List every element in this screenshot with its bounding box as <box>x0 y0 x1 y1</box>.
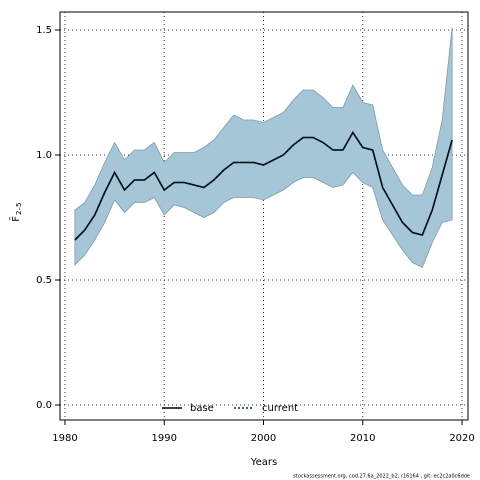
y-tick-label: 1.0 <box>36 150 52 161</box>
x-tick-label: 1990 <box>152 433 177 444</box>
x-tick-label: 2000 <box>251 433 276 444</box>
legend-label: current <box>262 403 298 414</box>
x-tick-label: 1980 <box>52 433 77 444</box>
series-line <box>74 130 453 241</box>
legend-label: base <box>190 403 214 414</box>
confidence-band <box>74 27 453 269</box>
y-label-sub: 2–5 <box>15 203 23 215</box>
footer: stockassessment.org, cod.27.6a_2022_b2, … <box>293 474 470 480</box>
y-tick-label: 0.0 <box>36 400 52 411</box>
x-tick-label: 2010 <box>350 433 375 444</box>
y-label-main: F̄ <box>9 216 22 222</box>
x-axis-label: Years <box>250 457 277 468</box>
y-axis-label: F̄ 2–5 <box>9 203 23 222</box>
x-tick-label: 2020 <box>449 433 474 444</box>
y-tick-label: 1.5 <box>36 25 52 36</box>
y-tick-label: 0.5 <box>36 275 52 286</box>
